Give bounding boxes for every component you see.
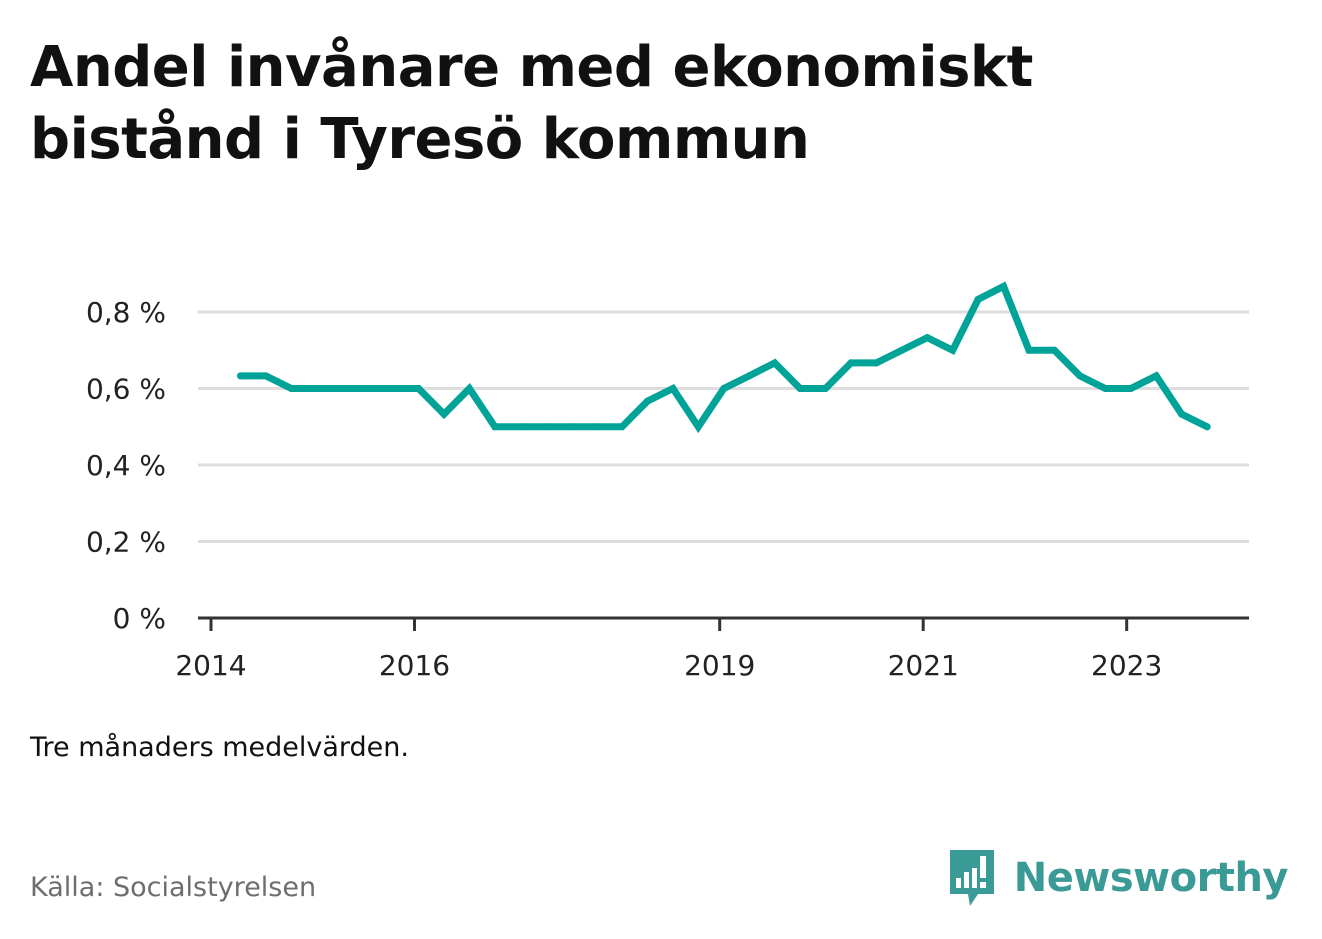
data-point [440, 410, 448, 418]
y-tick-label: 0,8 % [86, 296, 166, 329]
data-point [745, 372, 753, 380]
data-point [1025, 346, 1033, 354]
data-point [771, 359, 779, 367]
data-point [720, 385, 728, 392]
data-point [364, 385, 372, 392]
data-point [974, 295, 982, 303]
chart-title: Andel invånare med ekonomiskt bistånd i … [30, 35, 1033, 172]
data-point [1178, 410, 1186, 418]
data-point [287, 385, 295, 392]
data-point [694, 423, 702, 431]
data-point [567, 423, 575, 431]
y-tick-label: 0,4 % [86, 449, 166, 482]
series-layer [237, 281, 1211, 434]
data-point [542, 423, 550, 431]
x-tick-label: 2016 [379, 649, 450, 682]
data-point [822, 385, 830, 392]
data-point [872, 359, 880, 367]
x-tick-label: 2021 [888, 649, 959, 682]
data-point [1152, 372, 1160, 380]
data-point [796, 385, 804, 392]
newsworthy-logo: Newsworthy [948, 848, 1289, 908]
data-point [923, 334, 931, 342]
y-tick-label: 0,2 % [86, 526, 166, 559]
data-point [338, 385, 346, 392]
data-point [415, 385, 423, 392]
data-point [593, 423, 601, 431]
data-point [898, 346, 906, 354]
x-tick-label: 2019 [684, 649, 755, 682]
data-point [949, 346, 957, 354]
data-point [1127, 385, 1135, 392]
x-axis-ticks: 2014 2016 2019 2021 2023 [175, 618, 1162, 682]
bar-chart-speech-bubble-icon [949, 850, 994, 906]
data-point [237, 372, 245, 380]
data-point [1076, 372, 1084, 380]
source-note: Källa: Socialstyrelsen [30, 872, 317, 903]
y-tick-label: 0 % [113, 602, 166, 635]
data-point [643, 397, 651, 405]
data-point [1101, 385, 1109, 392]
data-point [1000, 282, 1008, 290]
data-point [618, 423, 626, 431]
x-tick-label: 2023 [1091, 649, 1162, 682]
data-point [1050, 346, 1058, 354]
data-point [516, 423, 524, 431]
data-point [1203, 423, 1211, 431]
y-tick-label: 0,6 % [86, 373, 166, 406]
series-line [237, 281, 1211, 434]
data-point [669, 385, 677, 392]
brand-name: Newsworthy [1013, 855, 1289, 901]
data-point [491, 423, 499, 431]
gridlines [198, 310, 1249, 543]
x-tick-label: 2014 [175, 649, 246, 682]
chart-subtitle: Tre månaders medelvärden. [30, 732, 409, 763]
data-point [847, 359, 855, 367]
data-point [389, 385, 397, 392]
data-point [313, 385, 321, 392]
data-point [262, 372, 270, 380]
y-axis-ticks: 0 % 0,2 % 0,4 % 0,6 % 0,8 % [86, 296, 166, 635]
data-point [465, 385, 473, 392]
